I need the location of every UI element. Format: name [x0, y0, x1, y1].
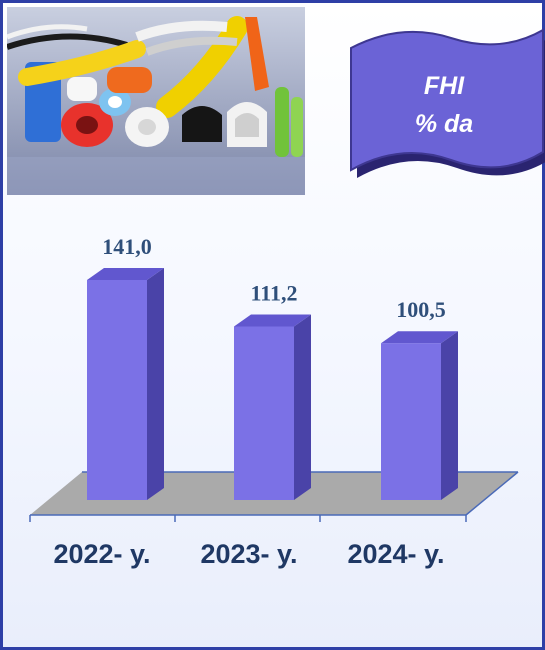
bar [87, 280, 147, 500]
bar-side [147, 268, 164, 500]
bar-side [294, 314, 311, 500]
bar-value-label: 111,2 [250, 280, 297, 305]
rubber-profiles-photo [7, 7, 305, 195]
bar [381, 343, 441, 500]
bar [234, 326, 294, 500]
x-tick-label: 2023- y. [200, 539, 297, 569]
bar-top [234, 314, 311, 327]
bar-value-label: 100,5 [396, 297, 446, 322]
bar-top [87, 268, 164, 280]
bar-chart: 141,0 2022- y. 111,2 2023- y. 100,5 2024- y. [29, 234, 519, 569]
bar-side [441, 331, 458, 500]
banner-title: FHI [423, 72, 465, 100]
floor-edge [465, 471, 519, 516]
rubber-profiles-illustration [7, 7, 305, 195]
x-tick-label: 2024- y. [347, 539, 444, 569]
fhi-banner [350, 28, 545, 178]
bar-value-label: 141,0 [102, 234, 152, 259]
bar-top [381, 331, 458, 344]
x-tick-label: 2022- y. [53, 539, 150, 569]
banner-subtitle: % da [414, 110, 474, 138]
